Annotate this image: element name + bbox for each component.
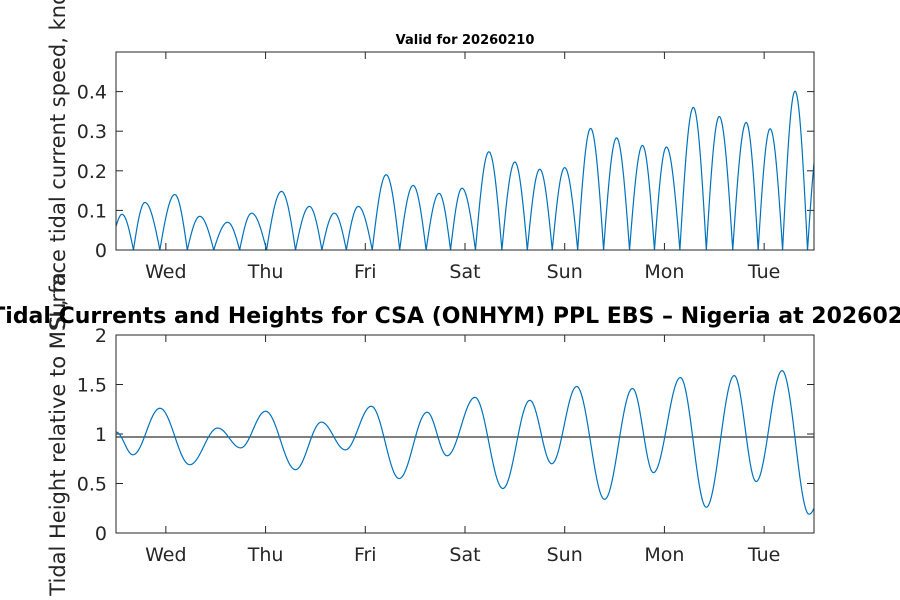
x-tick-label: Tue — [747, 261, 780, 283]
y-tick-label: 2 — [95, 325, 107, 347]
y-tick-label: 0.5 — [77, 474, 107, 496]
height-y-label: Tidal Height relative to MSL, m — [46, 272, 70, 596]
height-plot-frame — [115, 334, 815, 534]
current-y-label: Surface tidal current speed, knots — [46, 0, 70, 329]
x-tick-label: Mon — [644, 261, 684, 283]
current-speed-chart: Valid for 20260210 0 0.1 0.2 0.3 0.4 Wed Thu F… — [46, 0, 815, 329]
tidal-height-chart: 0 0.5 1 1.5 2 Wed Thu Fri Sat Sun Mon Tue Tidal He… — [46, 272, 815, 597]
x-tick-label: Thu — [247, 544, 284, 566]
main-title: Tidal Currents and Heights for CSA (ONHY… — [0, 304, 900, 329]
y-tick-label: 0.3 — [77, 121, 107, 143]
y-tick-label: 0.1 — [77, 200, 107, 222]
current-chart-title: Valid for 20260210 — [396, 33, 535, 48]
y-tick-label: 1.5 — [77, 375, 107, 397]
x-tick-label: Sat — [449, 544, 480, 566]
x-tick-label: Wed — [145, 544, 186, 566]
y-tick-label: 0 — [95, 523, 107, 545]
y-tick-label: 0.4 — [77, 82, 107, 104]
x-tick-label: Tue — [747, 544, 780, 566]
height-x-axis: Wed Thu Fri Sat Sun Mon Tue — [145, 335, 780, 566]
y-tick-label: 1 — [95, 424, 107, 446]
x-tick-label: Thu — [247, 261, 284, 283]
x-tick-label: Sat — [449, 261, 480, 283]
x-tick-label: Sun — [547, 544, 583, 566]
x-tick-label: Wed — [145, 261, 186, 283]
current-y-axis: 0 0.1 0.2 0.3 0.4 — [77, 82, 814, 262]
y-tick-label: 0 — [95, 240, 107, 262]
tidal-height-series-line — [116, 370, 814, 515]
x-tick-label: Mon — [644, 544, 684, 566]
x-tick-label: Sun — [547, 261, 583, 283]
x-tick-label: Fri — [354, 261, 377, 283]
y-tick-label: 0.2 — [77, 161, 107, 183]
current-plot-frame — [115, 51, 815, 251]
current-speed-series-line — [116, 90, 814, 250]
x-tick-label: Fri — [354, 544, 377, 566]
